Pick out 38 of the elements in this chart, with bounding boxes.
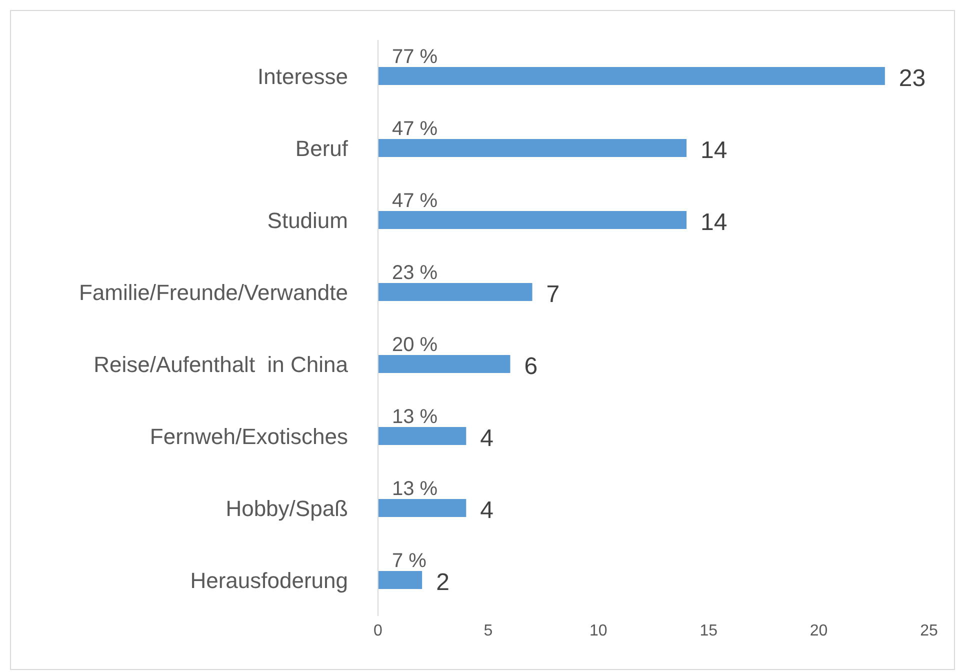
bar bbox=[378, 427, 466, 445]
annotation: 20 % bbox=[392, 334, 438, 356]
y-tick-label: Studium bbox=[267, 208, 348, 233]
x-tick-label: 10 bbox=[590, 622, 608, 640]
annotation: 23 % bbox=[392, 262, 438, 284]
x-tick-label: 15 bbox=[700, 622, 718, 640]
bar bbox=[378, 139, 687, 157]
annotation: 47 % bbox=[392, 118, 438, 140]
y-tick-label: Beruf bbox=[295, 136, 349, 161]
y-tick-label: Fernweh/Exotisches bbox=[150, 424, 348, 449]
data-label: 23 bbox=[898, 65, 926, 92]
x-tick-label: 20 bbox=[810, 622, 828, 640]
bar bbox=[378, 283, 532, 301]
bar bbox=[378, 67, 885, 85]
bar bbox=[378, 571, 422, 589]
y-tick-label: Interesse bbox=[258, 64, 348, 89]
x-tick-label: 0 bbox=[374, 622, 383, 640]
data-label: 2 bbox=[436, 569, 450, 596]
data-label: 6 bbox=[524, 353, 538, 380]
annotation: 77 % bbox=[392, 46, 438, 68]
x-tick-label: 5 bbox=[484, 622, 493, 640]
annotation: 13 % bbox=[392, 406, 438, 428]
bar bbox=[378, 211, 687, 229]
data-label: 14 bbox=[700, 137, 728, 164]
y-tick-label: Herausfoderung bbox=[190, 568, 348, 593]
y-tick-label: Familie/Freunde/Verwandte bbox=[78, 280, 348, 305]
x-tick-label: 25 bbox=[920, 622, 938, 640]
y-tick-label: Hobby/Spaß bbox=[226, 496, 348, 521]
bar bbox=[378, 499, 466, 517]
bar bbox=[378, 355, 510, 373]
data-label: 7 bbox=[546, 281, 560, 308]
y-tick-label: Reise/Aufenthalt in China bbox=[94, 352, 349, 377]
annotation: 13 % bbox=[392, 478, 438, 500]
annotation: 47 % bbox=[392, 190, 438, 212]
annotation: 7 % bbox=[392, 550, 427, 572]
data-label: 4 bbox=[480, 425, 494, 452]
data-label: 14 bbox=[700, 209, 728, 236]
data-label: 4 bbox=[480, 497, 494, 524]
